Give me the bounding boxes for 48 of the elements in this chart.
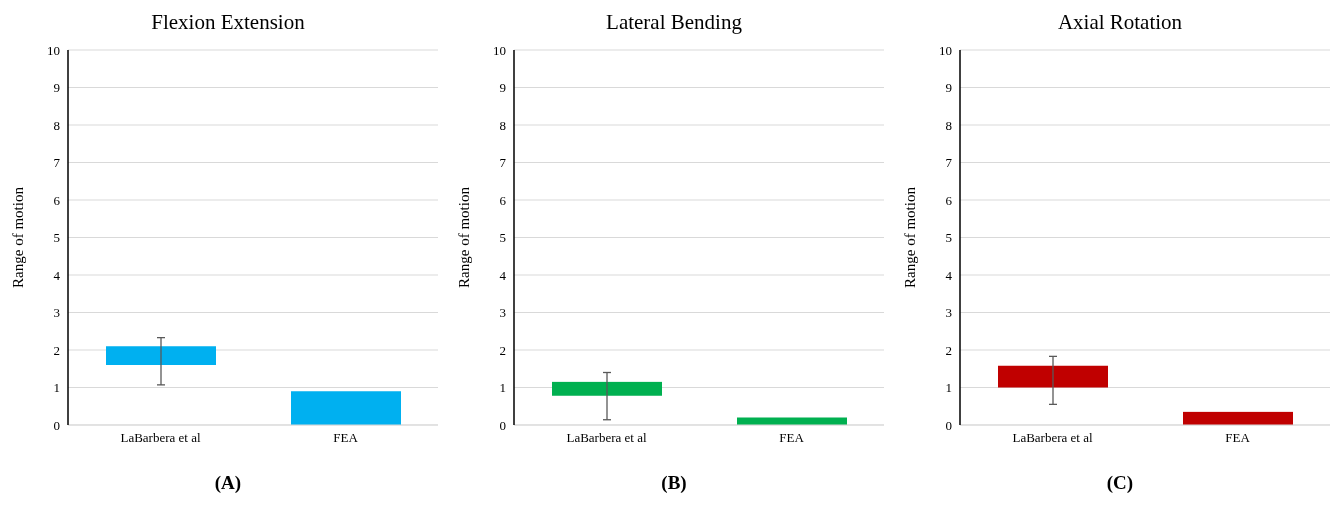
chart-title: Lateral Bending bbox=[605, 9, 743, 36]
y-tick-label: 8 bbox=[945, 117, 952, 133]
x-tick-label: LaBarbera et al bbox=[1012, 430, 1093, 446]
y-tick-label: 10 bbox=[47, 42, 60, 58]
y-tick-label: 3 bbox=[945, 305, 952, 321]
y-tick-label: 8 bbox=[53, 117, 60, 133]
y-tick-label: 0 bbox=[945, 417, 952, 433]
y-tick-label: 6 bbox=[945, 192, 953, 208]
y-tick-label: 6 bbox=[53, 192, 61, 208]
y-tick-label: 9 bbox=[53, 80, 60, 96]
x-tick-label: LaBarbera et al bbox=[120, 430, 201, 446]
y-tick-label: 2 bbox=[53, 342, 60, 358]
y-tick-label: 8 bbox=[499, 117, 506, 133]
y-tick-label: 1 bbox=[499, 380, 506, 396]
y-tick-label: 7 bbox=[499, 155, 507, 171]
y-tick-label: 1 bbox=[945, 380, 952, 396]
y-tick-label: 4 bbox=[499, 267, 507, 283]
y-axis-title: Range of motion bbox=[10, 186, 27, 288]
y-tick-label: 1 bbox=[53, 380, 60, 396]
x-tick-label: FEA bbox=[1225, 430, 1251, 446]
y-tick-label: 9 bbox=[499, 80, 506, 96]
y-tick-label: 3 bbox=[499, 305, 506, 321]
y-tick-label: 3 bbox=[53, 305, 60, 321]
text: (B) bbox=[660, 472, 688, 494]
chart-title: Axial Rotation bbox=[1056, 9, 1184, 36]
y-tick-label: 10 bbox=[939, 42, 952, 58]
x-tick-label: LaBarbera et al bbox=[566, 430, 647, 446]
y-tick-label: 2 bbox=[945, 342, 952, 358]
y-tick-label: 5 bbox=[53, 230, 60, 246]
y-tick-label: 2 bbox=[499, 342, 506, 358]
y-tick-label: 0 bbox=[53, 417, 60, 433]
y-tick-label: 7 bbox=[945, 155, 953, 171]
y-tick-label: 0 bbox=[499, 417, 506, 433]
x-tick-label: FEA bbox=[779, 430, 805, 446]
y-tick-label: 7 bbox=[53, 155, 61, 171]
y-tick-label: 4 bbox=[53, 267, 61, 283]
y-tick-label: 10 bbox=[493, 42, 506, 58]
x-tick-label: FEA bbox=[333, 430, 359, 446]
y-tick-label: 6 bbox=[499, 192, 507, 208]
chart-title: Flexion Extension bbox=[150, 9, 306, 36]
y-axis-title: Range of motion bbox=[456, 186, 473, 288]
y-axis-title: Range of motion bbox=[902, 186, 919, 288]
text: (A) bbox=[213, 472, 243, 494]
y-tick-label: 5 bbox=[499, 230, 506, 246]
y-tick-label: 5 bbox=[945, 230, 952, 246]
y-tick-label: 9 bbox=[945, 80, 952, 96]
y-tick-label: 4 bbox=[945, 267, 953, 283]
text: (C) bbox=[1105, 472, 1135, 494]
